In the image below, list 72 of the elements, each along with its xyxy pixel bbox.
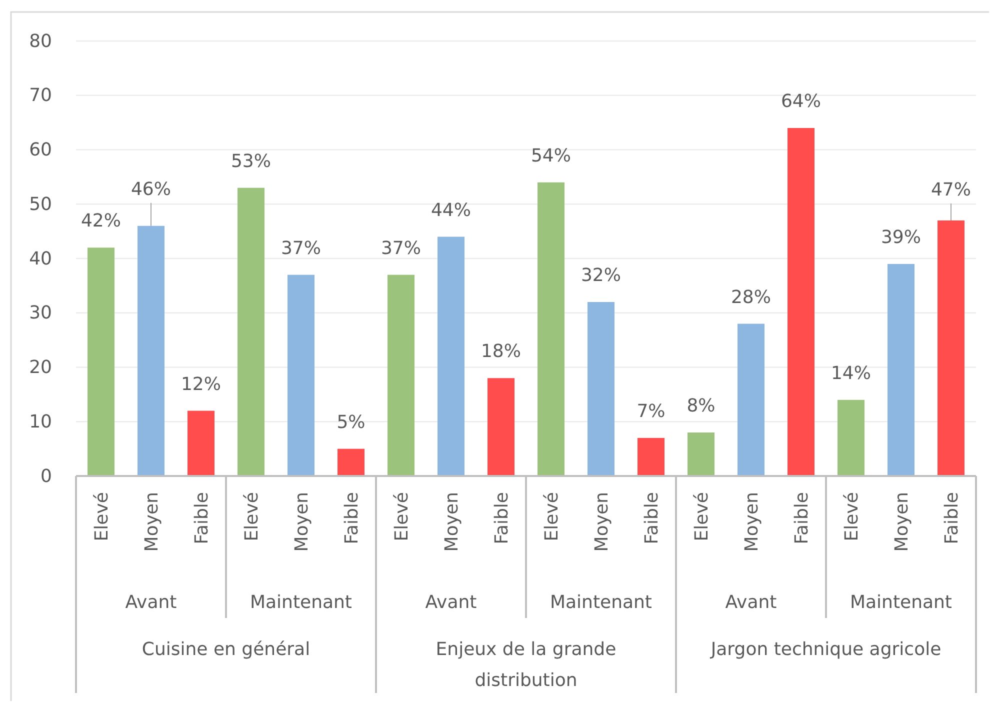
bar xyxy=(688,432,714,476)
y-tick-label: 50 xyxy=(29,194,52,215)
text: Maintenant xyxy=(550,592,652,613)
bar xyxy=(938,220,964,476)
bar xyxy=(738,324,764,476)
text: Maintenant xyxy=(850,592,952,613)
data-label: 37% xyxy=(280,238,322,259)
data-label: 8% xyxy=(686,396,716,416)
x-tick-label: Elevé xyxy=(691,492,712,542)
text: Cuisine en général xyxy=(142,639,310,660)
data-label: 12% xyxy=(180,374,222,395)
x-tick-label: Elevé xyxy=(841,492,862,542)
data-label: 64% xyxy=(780,91,822,112)
bar xyxy=(288,274,314,476)
bar xyxy=(538,182,564,476)
bar xyxy=(638,438,664,476)
y-tick-label: 40 xyxy=(29,248,52,270)
x-tick-label: Moyen xyxy=(591,492,612,552)
text: Avant xyxy=(425,592,477,613)
x-tick-label: Elevé xyxy=(91,492,112,542)
bar xyxy=(188,410,214,476)
x-tick-label: Faible xyxy=(491,492,512,544)
bar xyxy=(888,264,914,476)
data-label: 5% xyxy=(336,412,366,433)
bar xyxy=(838,400,864,476)
data-label: 47% xyxy=(930,179,972,200)
bar xyxy=(238,188,264,476)
y-tick-label: 70 xyxy=(29,85,52,106)
text: Avant xyxy=(125,592,177,613)
x-tick-label: Moyen xyxy=(141,492,162,552)
text: Jargon technique agricole xyxy=(710,639,942,660)
bar xyxy=(488,378,514,476)
data-label: 54% xyxy=(530,145,572,166)
x-tick-label: Moyen xyxy=(441,492,462,552)
data-label: 18% xyxy=(480,341,522,362)
x-tick-label: Faible xyxy=(941,492,962,544)
y-tick-label: 60 xyxy=(29,140,52,161)
data-label: 14% xyxy=(830,362,872,384)
y-tick-label: 10 xyxy=(29,411,52,432)
x-tick-label: Moyen xyxy=(891,492,912,552)
text: Avant xyxy=(725,592,777,613)
y-tick-label: 20 xyxy=(29,357,52,378)
x-tick-label: Elevé xyxy=(541,492,562,542)
bar xyxy=(438,236,464,476)
x-tick-label: Elevé xyxy=(391,492,412,542)
bar xyxy=(88,248,114,476)
bar xyxy=(388,274,414,476)
x-tick-label: Faible xyxy=(641,492,662,544)
bar xyxy=(138,226,164,476)
data-label: 7% xyxy=(636,400,666,422)
x-tick-label: Moyen xyxy=(741,492,762,552)
data-label: 44% xyxy=(430,200,472,221)
y-tick-label: 0 xyxy=(40,466,52,487)
bar xyxy=(788,128,814,476)
data-label: 53% xyxy=(230,150,272,172)
x-tick-label: Faible xyxy=(341,492,362,544)
bar xyxy=(338,448,364,476)
data-label: 46% xyxy=(130,178,172,200)
x-tick-label: Faible xyxy=(791,492,812,544)
x-tick-label: Moyen xyxy=(291,492,312,552)
data-label: 28% xyxy=(730,286,772,308)
y-tick-label: 80 xyxy=(29,30,52,52)
x-tick-label: Faible xyxy=(191,492,212,544)
text: Maintenant xyxy=(250,592,352,613)
data-label: 39% xyxy=(880,226,922,248)
text: Enjeux de la grande distribution xyxy=(436,639,616,691)
data-label: 42% xyxy=(80,210,122,232)
x-tick-label: Elevé xyxy=(241,492,262,542)
data-label: 37% xyxy=(380,238,422,259)
y-tick-label: 30 xyxy=(29,302,52,324)
bar xyxy=(588,302,614,476)
data-label: 32% xyxy=(580,265,622,286)
